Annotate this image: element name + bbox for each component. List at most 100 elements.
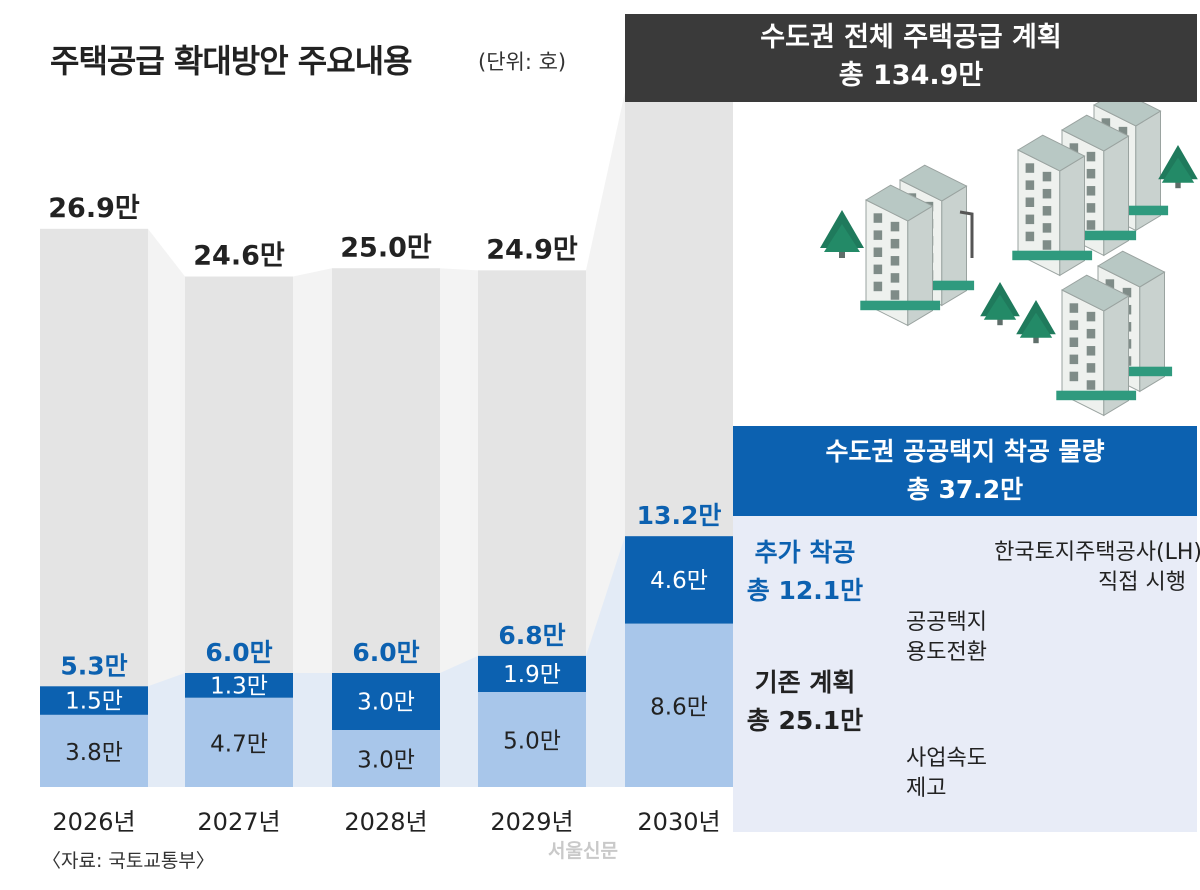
apartment-building-icon-roof — [898, 164, 968, 202]
building-window — [890, 238, 900, 249]
building-window — [1086, 220, 1096, 230]
additional-value-label: 3.0만 — [357, 690, 415, 716]
existing-bar — [625, 623, 733, 787]
year-tick-label: 2028년 — [344, 808, 427, 836]
existing-title: 기존 계획 — [754, 668, 856, 697]
apartment-building-icon-base — [1056, 230, 1137, 241]
total-value-label: 24.9만 — [486, 234, 578, 265]
source-note: 〈자료: 국토교통부〉 — [42, 850, 215, 872]
building-window — [1042, 240, 1052, 250]
tree-icon-lower — [983, 294, 1017, 320]
total-value-label: 26.9만 — [48, 193, 140, 224]
building-window — [1042, 223, 1052, 233]
public-land-value-label: 5.3만 — [60, 651, 127, 680]
building-window — [1105, 279, 1115, 289]
pie-label-lh-line1: 한국토지주택공사(LH) — [994, 540, 1200, 565]
building-window — [1025, 214, 1035, 225]
tree-icon-lower — [1019, 312, 1053, 338]
building-window — [1086, 151, 1096, 162]
sub-connector — [440, 655, 478, 787]
existing-bar — [40, 714, 148, 787]
apartment-building-icon-roof — [864, 184, 934, 222]
metro-total-title: 수도권 전체 주택공급 계획 — [760, 22, 1062, 53]
pie-label-conversion-line2: 용도전환 — [906, 640, 987, 665]
additional-bar — [40, 686, 148, 715]
additional-title: 추가 착공 — [754, 538, 856, 567]
apartment-building-icon-roof — [1016, 134, 1086, 172]
total-connector — [148, 228, 185, 787]
building-window — [1025, 163, 1035, 173]
year-tick-label: 2029년 — [490, 808, 573, 836]
existing-total: 총 25.1만 — [746, 706, 864, 735]
sub-connector — [586, 536, 625, 787]
additional-label: 추가 착공 총 12.1만 — [740, 534, 870, 610]
total-value-label: 25.0만 — [340, 232, 432, 263]
tree-icon-lower — [824, 224, 860, 252]
building-window — [873, 213, 883, 223]
total-value-label: 24.6만 — [193, 241, 285, 272]
pie-label-lh-line2: 직접 시행 — [1098, 570, 1186, 595]
additional-value-label: 1.5만 — [65, 689, 123, 715]
pie-label-conversion-line1: 공공택지 — [906, 610, 987, 635]
breakdown-panel — [733, 516, 1197, 832]
unit-label: (단위: 호) — [478, 50, 567, 74]
building-window — [1069, 354, 1079, 365]
pie-label-speed-line1: 사업속도 — [906, 746, 987, 771]
sub-connector — [293, 673, 332, 787]
building-window — [1069, 337, 1079, 347]
apartment-building-icon-base — [860, 300, 941, 311]
building-window — [1025, 231, 1035, 242]
existing-value-label: 3.0만 — [357, 748, 415, 774]
building-window — [873, 247, 883, 257]
pie-label-speed-line2: 제고 — [906, 776, 947, 801]
additional-bar — [625, 536, 733, 624]
building-window — [890, 290, 900, 300]
building-window — [1069, 143, 1079, 153]
building-window — [1086, 328, 1096, 339]
sub-connector — [148, 673, 185, 787]
building-window — [1069, 371, 1079, 382]
building-window — [1101, 118, 1111, 128]
building-window — [890, 256, 900, 266]
building-window — [1086, 346, 1096, 356]
public-land-value-label: 6.0만 — [352, 638, 419, 667]
tree-icon-lower — [1161, 157, 1195, 183]
building-window — [873, 264, 883, 275]
public-land-value-label: 6.0만 — [205, 638, 272, 667]
existing-bar — [332, 730, 440, 787]
year-tick-label: 2027년 — [197, 808, 280, 836]
existing-bar — [185, 697, 293, 787]
building-window — [1069, 303, 1079, 313]
additional-value-label: 4.6만 — [650, 568, 708, 594]
building-window — [1069, 320, 1079, 330]
public-land-box: 수도권 공공택지 착공 물량 총 37.2만 — [733, 426, 1197, 516]
apartment-building-icon-roof — [1060, 274, 1130, 312]
building-window — [1025, 197, 1035, 207]
apartment-building-icon-base — [1056, 390, 1137, 401]
building-window — [1086, 363, 1096, 373]
building-window — [1086, 380, 1096, 390]
building-window — [1042, 206, 1052, 216]
streetlamp-icon — [959, 210, 974, 258]
total-connector — [293, 268, 332, 787]
existing-bar — [478, 692, 586, 787]
existing-label: 기존 계획 총 25.1만 — [740, 664, 870, 740]
apartment-building-icon-roof — [1060, 114, 1130, 152]
additional-bar — [478, 655, 586, 692]
metro-total-box: 수도권 전체 주택공급 계획 총 134.9만 — [625, 14, 1197, 102]
existing-value-label: 4.7만 — [210, 731, 268, 757]
pie-label-lh: 한국토지주택공사(LH) 직접 시행 — [902, 538, 1200, 598]
building-window — [1086, 311, 1096, 322]
building-window — [1042, 188, 1052, 199]
newspaper-watermark: 서울신문 — [548, 840, 618, 862]
additional-total: 총 12.1만 — [746, 576, 864, 605]
public-land-value-label: 13.2만 — [637, 501, 722, 530]
public-land-value-label: 6.8만 — [498, 621, 565, 650]
pie-label-speed: 사업속도 제고 — [906, 744, 987, 804]
chart-title: 주택공급 확대방안 주요내용 — [50, 42, 413, 80]
building-window — [873, 230, 883, 240]
building-window — [1118, 126, 1128, 137]
additional-value-label: 1.9만 — [503, 662, 561, 688]
building-window — [1086, 186, 1096, 196]
